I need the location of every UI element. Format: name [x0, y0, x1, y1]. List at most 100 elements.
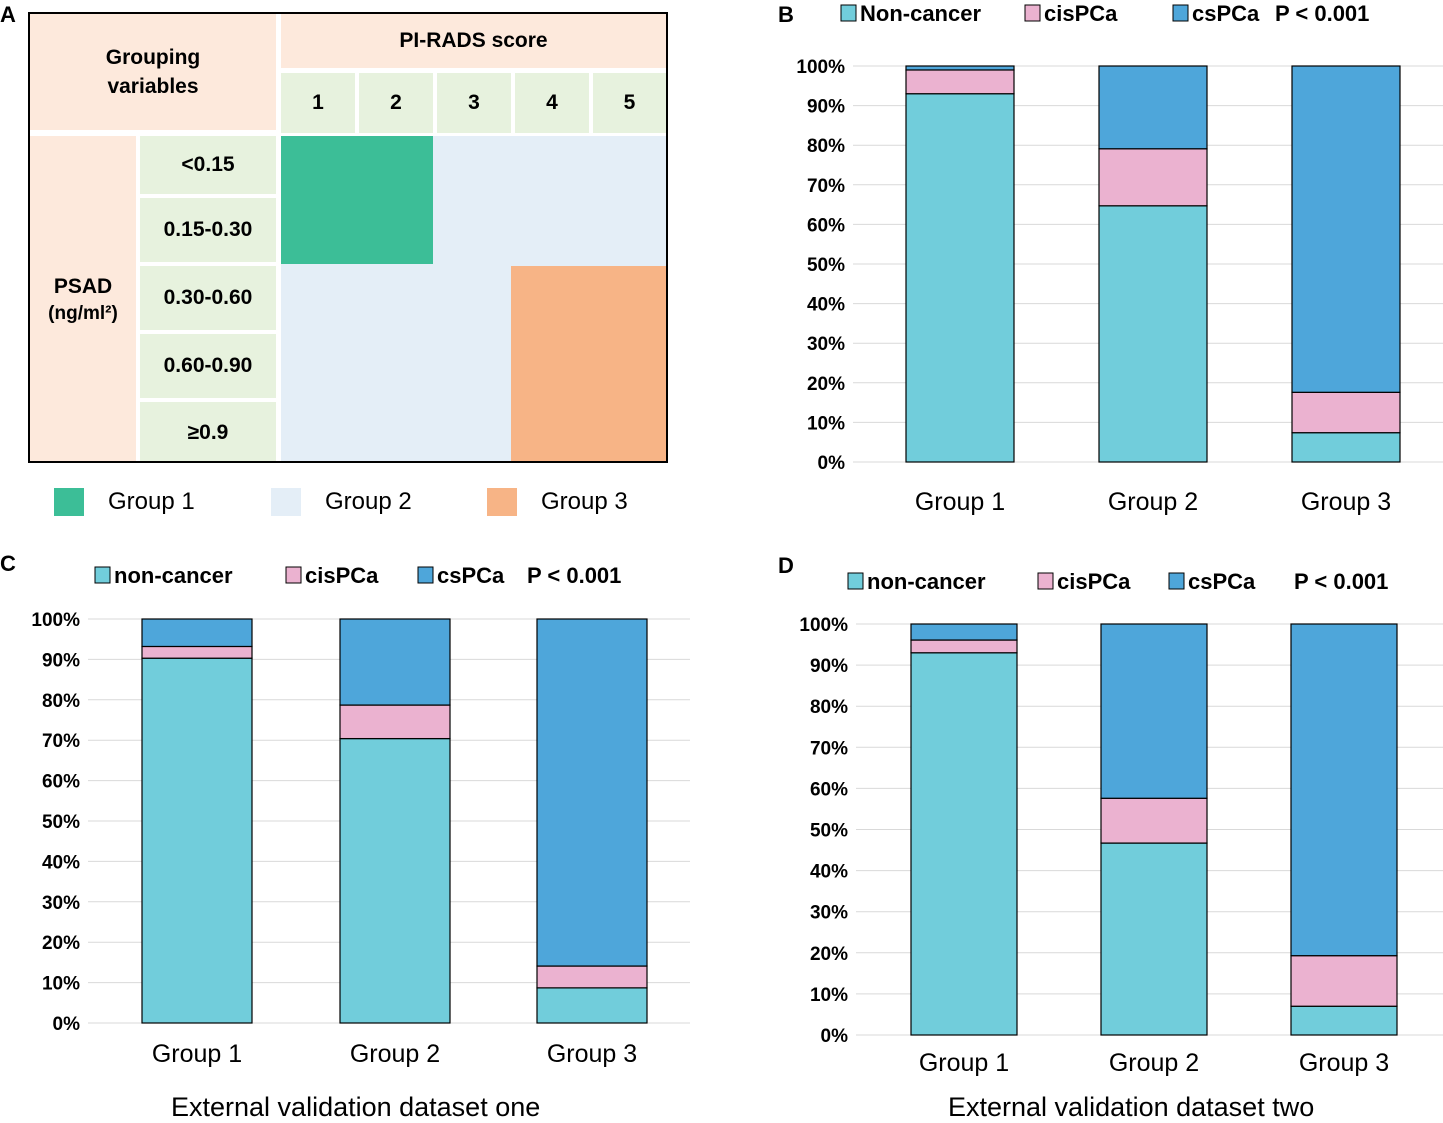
legend-label-c-0: non-cancer	[114, 563, 233, 588]
psad-range-1: <0.15	[140, 136, 276, 194]
psad-header: PSAD (ng/ml²)	[30, 136, 136, 461]
bar-b-group-3-cspca	[1291, 65, 1401, 393]
bar-b-group-2-noncancer	[1098, 205, 1208, 463]
legend-swatch-c-0	[94, 566, 111, 584]
group-3-swatch	[487, 488, 517, 516]
pirads-score-2: 2	[359, 73, 433, 133]
bar-c-group-1-cspca	[141, 618, 253, 648]
legend-label-b-2: csPCa	[1192, 1, 1260, 26]
legend-swatch-b-0	[840, 4, 857, 22]
y-tick-b-8: 80%	[807, 136, 845, 157]
group-1-swatch	[54, 488, 84, 516]
bar-c-group-2-cispca	[339, 704, 451, 740]
legend-swatch-c-1	[285, 566, 302, 584]
p-value-b: P < 0.001	[1275, 1, 1369, 26]
y-tick-b-0: 0%	[818, 453, 846, 474]
y-tick-d-3: 30%	[810, 903, 848, 924]
panel-d-letter: D	[778, 553, 794, 578]
bar-c-group-1-noncancer	[141, 657, 253, 1024]
y-tick-d-6: 60%	[810, 779, 848, 800]
bar-b-group-3-noncancer	[1291, 432, 1401, 463]
y-tick-c-10: 100%	[31, 610, 80, 631]
x-tick-c-2: Group 3	[547, 1040, 637, 1068]
bar-d-group-1-cispca	[910, 639, 1018, 654]
y-tick-c-2: 20%	[42, 933, 80, 954]
psad-label: PSAD	[53, 274, 113, 298]
panel-a-letter: A	[0, 2, 16, 27]
legend-swatch-d-0	[847, 572, 864, 590]
legend-group-2-label: Group 2	[325, 488, 412, 515]
y-tick-b-1: 10%	[807, 413, 845, 434]
bar-d-group-3-cspca	[1290, 623, 1398, 957]
chart-d: non-cancer cisPCa csPCa P < 0.001 0% 10% 20% 30…	[799, 569, 1443, 1077]
x-tick-d-2: Group 3	[1299, 1049, 1389, 1077]
bar-c-group-3-cispca	[536, 965, 648, 989]
chart-b: Non-cancer cisPCa csPCa P < 0.001 0% 10% 20% 30…	[796, 1, 1443, 516]
y-tick-d-5: 50%	[810, 821, 848, 842]
y-tick-c-8: 80%	[42, 691, 80, 712]
legend-group-1: Group 1	[54, 486, 195, 518]
y-tick-b-4: 40%	[807, 295, 845, 316]
bar-d-group-3-cispca	[1290, 955, 1398, 1007]
y-tick-b-7: 70%	[807, 176, 845, 197]
bar-d-group-1-noncancer	[910, 652, 1018, 1036]
x-tick-b-2: Group 3	[1301, 488, 1391, 516]
y-tick-c-3: 30%	[42, 893, 80, 914]
bar-c-group-3-noncancer	[536, 987, 648, 1024]
pirads-header: PI-RADS score	[281, 14, 666, 68]
legend-label-c-1: cisPCa	[305, 563, 379, 588]
bar-c-group-2-noncancer	[339, 737, 451, 1024]
legend-group-2: Group 2	[271, 486, 412, 518]
y-tick-d-7: 70%	[810, 738, 848, 759]
x-tick-b-0: Group 1	[915, 488, 1005, 516]
caption-dataset-two: External validation dataset two	[948, 1092, 1315, 1122]
y-tick-c-9: 90%	[42, 650, 80, 671]
x-tick-d-1: Group 2	[1109, 1049, 1199, 1077]
y-tick-d-10: 100%	[799, 615, 848, 636]
legend-label-c-2: csPCa	[437, 563, 505, 588]
p-value-d: P < 0.001	[1294, 569, 1388, 594]
y-tick-d-2: 20%	[810, 944, 848, 965]
y-tick-b-9: 90%	[807, 97, 845, 118]
y-tick-b-2: 20%	[807, 374, 845, 395]
bar-d-group-2-noncancer	[1100, 842, 1208, 1036]
bar-d-group-3-noncancer	[1290, 1005, 1398, 1036]
bar-b-group-2-cspca	[1098, 65, 1208, 150]
legend-swatch-c-2	[417, 566, 434, 584]
legend-group-3-label: Group 3	[541, 488, 628, 515]
y-tick-d-8: 80%	[810, 697, 848, 718]
bar-d-group-2-cspca	[1100, 623, 1208, 799]
psad-range-3: 0.30-0.60	[140, 266, 276, 330]
y-tick-b-3: 30%	[807, 334, 845, 355]
panel-b-letter: B	[778, 2, 794, 27]
bar-d-group-1-cspca	[910, 623, 1018, 641]
y-tick-b-10: 100%	[796, 57, 845, 78]
y-tick-c-5: 50%	[42, 812, 80, 833]
bar-b-group-3-cispca	[1291, 391, 1401, 434]
psad-range-2: 0.15-0.30	[140, 198, 276, 262]
y-tick-c-6: 60%	[42, 772, 80, 793]
psad-range-4: 0.60-0.90	[140, 334, 276, 398]
y-tick-c-7: 70%	[42, 731, 80, 752]
grouping-variables-header: Grouping variables	[30, 14, 276, 130]
legend-label-d-0: non-cancer	[867, 569, 986, 594]
pirads-score-3: 3	[437, 73, 511, 133]
grouping-variables-label: Grouping variables	[105, 45, 201, 98]
group-1-region	[281, 136, 433, 264]
y-tick-b-5: 50%	[807, 255, 845, 276]
bar-c-group-3-cspca	[536, 618, 648, 967]
group-3-region	[511, 266, 666, 461]
legend-label-b-1: cisPCa	[1044, 1, 1118, 26]
bar-c-group-1-cispca	[141, 645, 253, 659]
legend-group-1-label: Group 1	[108, 488, 195, 515]
x-tick-c-1: Group 2	[350, 1040, 440, 1068]
bar-b-group-2-cispca	[1098, 148, 1208, 207]
legend-group-3: Group 3	[487, 486, 628, 518]
y-tick-d-1: 10%	[810, 985, 848, 1006]
y-tick-d-4: 40%	[810, 862, 848, 883]
caption-dataset-one: External validation dataset one	[171, 1092, 541, 1122]
bar-d-group-2-cispca	[1100, 797, 1208, 844]
bar-c-group-2-cspca	[339, 618, 451, 706]
group-2-swatch	[271, 488, 301, 516]
bar-b-group-1-cispca	[905, 69, 1015, 95]
